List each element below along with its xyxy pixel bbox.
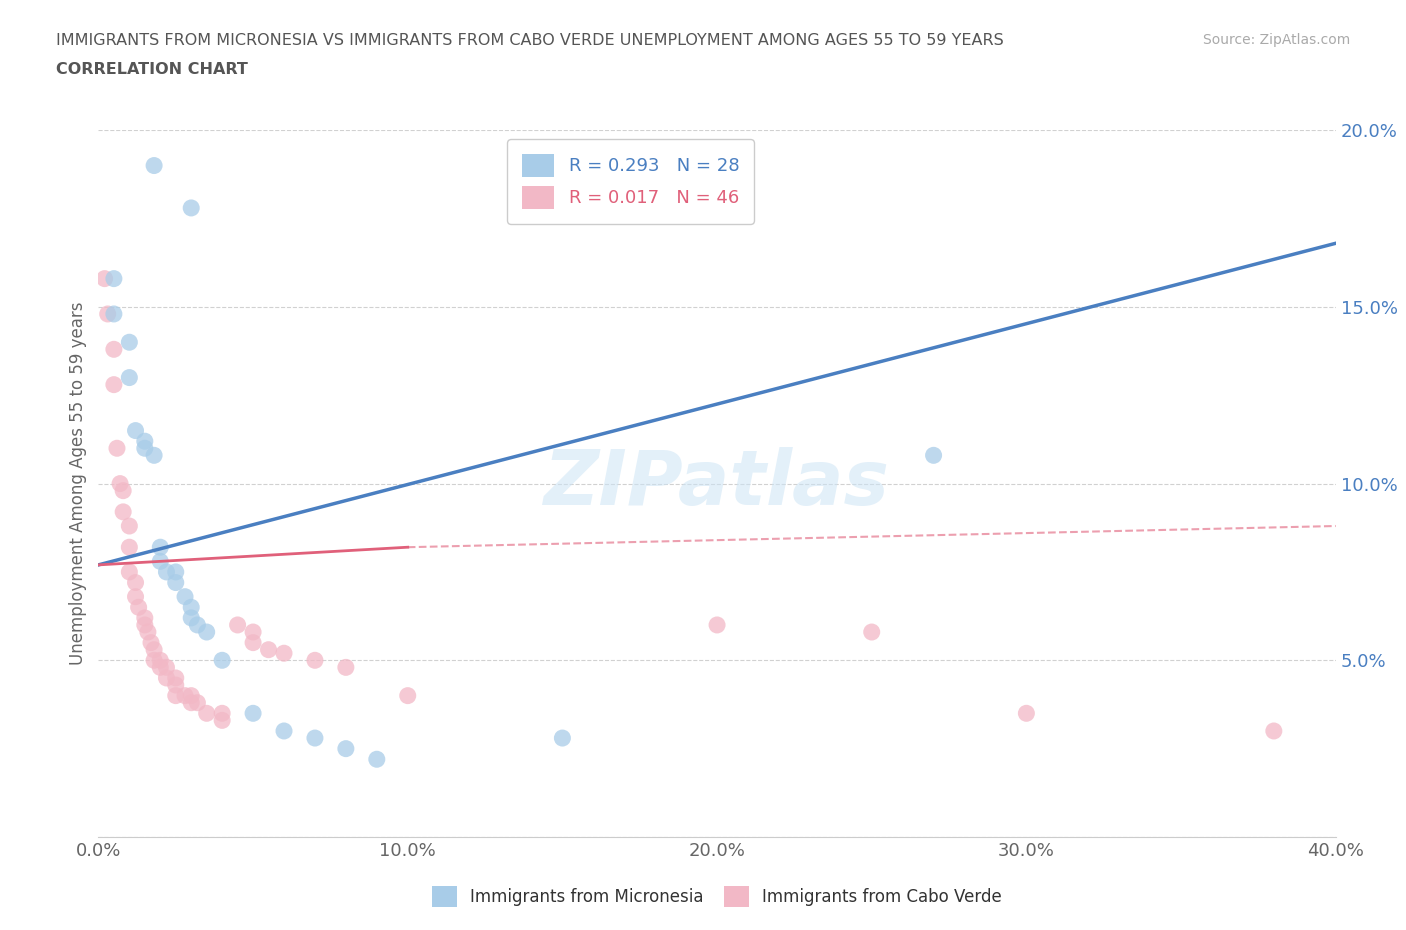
Point	[149, 653, 172, 668]
Point	[273, 724, 295, 738]
Point	[118, 565, 141, 579]
Text: IMMIGRANTS FROM MICRONESIA VS IMMIGRANTS FROM CABO VERDE UNEMPLOYMENT AMONG AGES: IMMIGRANTS FROM MICRONESIA VS IMMIGRANTS…	[56, 33, 1004, 47]
Point	[922, 448, 945, 463]
Point	[335, 660, 357, 675]
Point	[1263, 724, 1285, 738]
Point	[165, 688, 187, 703]
Point	[180, 688, 202, 703]
Point	[118, 539, 141, 554]
Point	[103, 342, 125, 357]
Point	[103, 307, 125, 322]
Point	[304, 653, 326, 668]
Point	[124, 575, 146, 590]
Point	[143, 653, 166, 668]
Point	[103, 378, 125, 392]
Point	[112, 504, 135, 519]
Point	[134, 610, 156, 625]
Point	[242, 635, 264, 650]
Point	[149, 539, 172, 554]
Point	[273, 645, 295, 660]
Text: CORRELATION CHART: CORRELATION CHART	[56, 62, 247, 77]
Point	[180, 201, 202, 216]
Point	[180, 696, 202, 711]
Point	[139, 635, 162, 650]
Point	[143, 158, 166, 173]
Point	[165, 671, 187, 685]
Point	[211, 706, 233, 721]
Point	[165, 575, 187, 590]
Point	[128, 600, 150, 615]
Point	[304, 731, 326, 746]
Point	[860, 625, 883, 640]
Point	[105, 441, 128, 456]
Point	[366, 751, 388, 766]
Point	[149, 660, 172, 675]
Point	[165, 678, 187, 693]
Point	[706, 618, 728, 632]
Point	[551, 731, 574, 746]
Point	[108, 476, 131, 491]
Point	[180, 610, 202, 625]
Point	[195, 625, 218, 640]
Point	[97, 307, 120, 322]
Point	[242, 625, 264, 640]
Point	[396, 688, 419, 703]
Point	[136, 625, 159, 640]
Point	[1015, 706, 1038, 721]
Point	[149, 554, 172, 569]
Point	[124, 590, 146, 604]
Point	[143, 448, 166, 463]
Point	[174, 590, 197, 604]
Point	[180, 600, 202, 615]
Point	[118, 519, 141, 534]
Point	[226, 618, 249, 632]
Point	[186, 618, 208, 632]
Point	[112, 484, 135, 498]
Point	[93, 272, 115, 286]
Point	[143, 643, 166, 658]
Point	[211, 713, 233, 728]
Point	[124, 423, 146, 438]
Point	[155, 660, 177, 675]
Text: Source: ZipAtlas.com: Source: ZipAtlas.com	[1202, 33, 1350, 46]
Point	[103, 272, 125, 286]
Point	[211, 653, 233, 668]
Point	[155, 671, 177, 685]
Point	[257, 643, 280, 658]
Y-axis label: Unemployment Among Ages 55 to 59 years: Unemployment Among Ages 55 to 59 years	[69, 302, 87, 665]
Point	[134, 441, 156, 456]
Point	[186, 696, 208, 711]
Point	[174, 688, 197, 703]
Point	[195, 706, 218, 721]
Point	[134, 618, 156, 632]
Legend: Immigrants from Micronesia, Immigrants from Cabo Verde: Immigrants from Micronesia, Immigrants f…	[426, 880, 1008, 913]
Text: ZIPatlas: ZIPatlas	[544, 446, 890, 521]
Point	[335, 741, 357, 756]
Point	[118, 370, 141, 385]
Point	[134, 433, 156, 448]
Point	[155, 565, 177, 579]
Point	[165, 565, 187, 579]
Point	[242, 706, 264, 721]
Point	[118, 335, 141, 350]
